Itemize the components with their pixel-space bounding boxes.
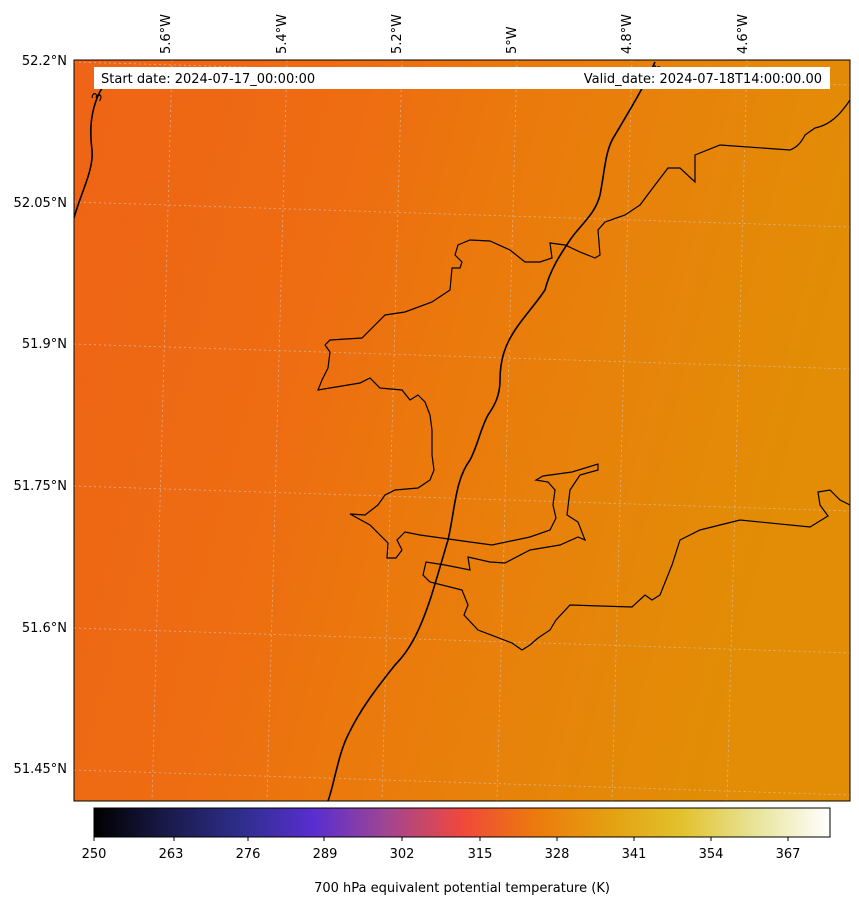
colorbar-tick-label: 328 [545, 847, 570, 862]
colorbar-tick-label: 354 [699, 847, 724, 862]
lon-label: 4.6°W [736, 14, 751, 54]
colorbar-tick-label: 263 [159, 847, 184, 862]
colorbar-tick-label: 315 [468, 847, 493, 862]
map-frame [73, 59, 851, 802]
colorbar-tick-label: 302 [390, 847, 415, 862]
lon-label: 5.6°W [159, 14, 174, 54]
valid-date-text: Valid_date: 2024-07-18T14:00:00.00 [584, 72, 822, 87]
start-date-text: Start date: 2024-07-17_00:00:00 [101, 72, 315, 87]
colorbar-tick-label: 341 [622, 847, 647, 862]
lon-label: 4.8°W [620, 14, 635, 54]
latitude-labels: 52.2°N 52.05°N 51.9°N 51.75°N 51.6°N 51.… [14, 54, 67, 777]
lat-label: 51.9°N [22, 337, 67, 352]
coastline-north [317, 99, 850, 651]
theta-e-field [74, 60, 850, 801]
map-panel[interactable]: 3 3 Start date: 2024-07-17_00:00:00 Vali… [73, 59, 851, 802]
contour-line-main [327, 61, 656, 801]
longitude-labels: 5.6°W 5.4°W 5.2°W 5°W 4.8°W 4.6°W [159, 14, 751, 54]
lat-label: 51.6°N [22, 621, 67, 636]
colorbar-tick-label: 289 [313, 847, 338, 862]
colorbar-title: 700 hPa equivalent potential temperature… [314, 881, 610, 896]
lon-label: 5.2°W [390, 14, 405, 54]
colorbar-tick-label: 276 [236, 847, 261, 862]
colorbar-tick-label: 367 [776, 847, 801, 862]
contour-line-west [74, 87, 103, 219]
lat-label: 52.05°N [14, 196, 67, 211]
lat-label: 52.2°N [22, 54, 67, 69]
lon-label: 5°W [505, 26, 520, 54]
info-box [94, 67, 830, 89]
lat-label: 51.45°N [14, 762, 67, 777]
lon-label: 5.4°W [275, 14, 290, 54]
colorbar-ticks [93, 837, 789, 841]
colorbar-tick-label: 250 [82, 847, 107, 862]
colorbar: 250 263 276 289 302 315 328 341 354 367 … [82, 807, 831, 896]
lat-label: 51.75°N [14, 479, 67, 494]
colorbar-gradient [93, 807, 831, 838]
